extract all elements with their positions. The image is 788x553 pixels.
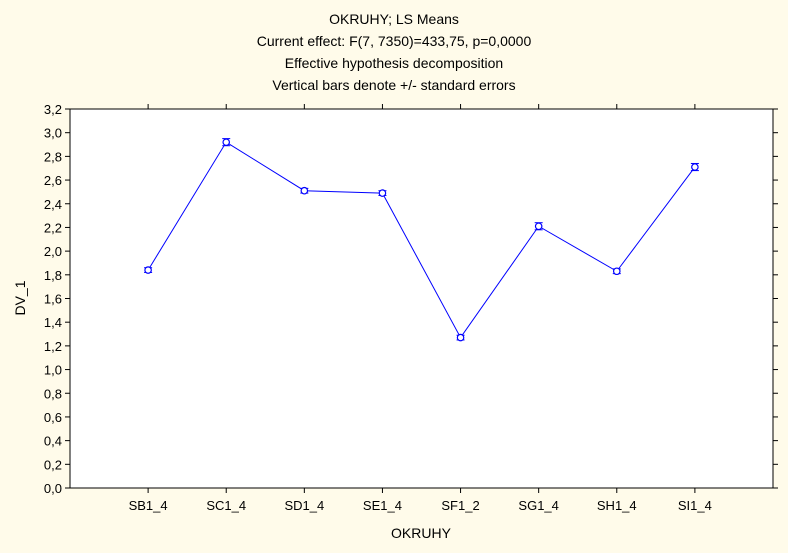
x-tick-label: SG1_4: [518, 498, 558, 513]
y-tick-label: 0,2: [44, 457, 62, 472]
x-tick-label: SE1_4: [363, 498, 402, 513]
y-tick-label: 3,2: [44, 102, 62, 117]
y-tick-label: 1,2: [44, 339, 62, 354]
y-tick-label: 2,2: [44, 220, 62, 235]
y-tick-label: 0,0: [44, 481, 62, 496]
x-tick-label: SF1_2: [441, 498, 479, 513]
data-points: [144, 138, 699, 342]
y-axis-title: DV_1: [12, 280, 28, 315]
y-axis: 0,0 0,2 0,4 0,6 0,8 1,0 1,2 1,4 1,6 1,8 2,0 2,2 2,4 2…: [44, 102, 778, 496]
data-point: [534, 222, 543, 231]
x-tick-label: SC1_4: [206, 498, 246, 513]
y-tick-label: 1,6: [44, 292, 62, 307]
x-tick-label: SH1_4: [597, 498, 637, 513]
y-tick-label: 1,8: [44, 268, 62, 283]
chart-title-line: Effective hypothesis decomposition: [285, 55, 503, 71]
y-tick-label: 2,8: [44, 149, 62, 164]
chart-title: OKRUHY; LS Means Current effect: F(7, 735…: [257, 11, 532, 93]
y-tick-label: 0,4: [44, 434, 62, 449]
data-point: [222, 138, 231, 146]
series-line: [147, 141, 696, 339]
y-tick-label: 1,0: [44, 363, 62, 378]
x-axis-title: OKRUHY: [391, 525, 452, 541]
y-tick-label: 2,0: [44, 244, 62, 259]
x-axis: SB1_4 SC1_4 SD1_4 SE1_4 SF1_2 SG1_4 SH1_4 SI1_4: [129, 104, 712, 513]
y-tick-label: 0,8: [44, 386, 62, 401]
data-point: [456, 333, 465, 342]
chart-title-line: Current effect: F(7, 7350)=433,75, p=0,0…: [257, 33, 532, 49]
y-tick-label: 0,6: [44, 410, 62, 425]
data-point: [612, 267, 621, 276]
y-tick-label: 2,6: [44, 173, 62, 188]
data-point: [691, 163, 699, 171]
x-tick-label: SB1_4: [129, 498, 168, 513]
data-point: [144, 266, 152, 274]
plot-area: [69, 108, 774, 489]
y-tick-label: 3,0: [44, 126, 62, 141]
data-point: [300, 186, 309, 195]
y-tick-label: 2,4: [44, 197, 62, 212]
x-tick-label: SD1_4: [284, 498, 324, 513]
y-tick-label: 1,4: [44, 315, 62, 330]
chart-title-line: Vertical bars denote +/- standard errors: [272, 77, 515, 93]
chart-title-line: OKRUHY; LS Means: [329, 11, 459, 27]
x-tick-label: SI1_4: [678, 498, 712, 513]
data-point: [378, 189, 387, 197]
